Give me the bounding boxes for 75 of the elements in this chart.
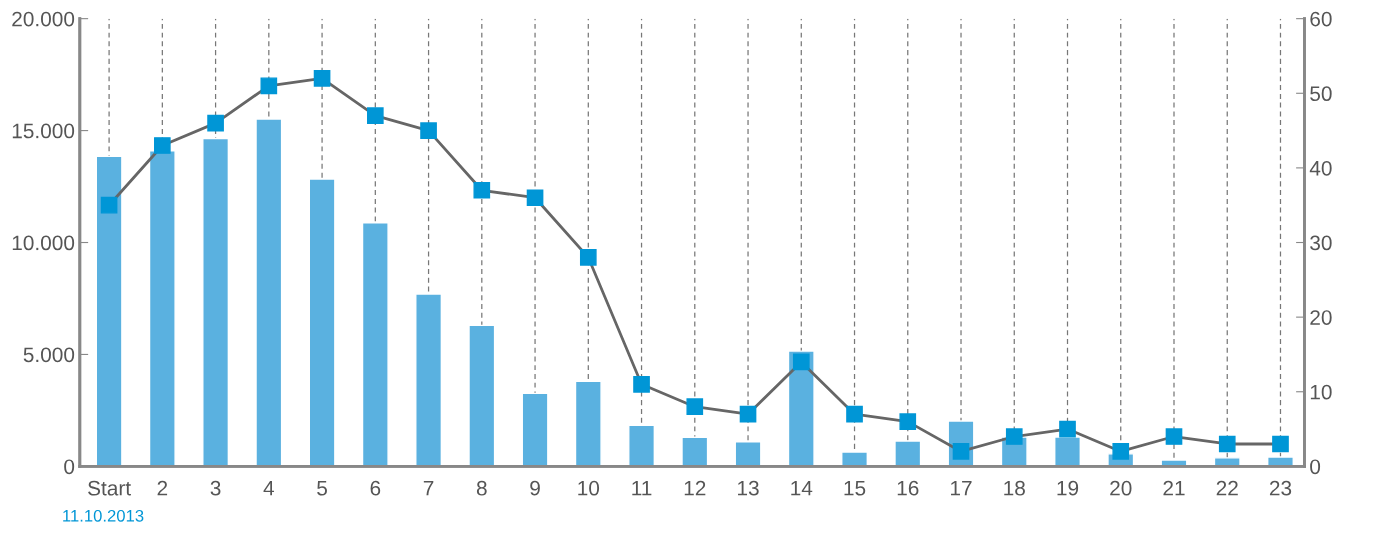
y2-tick-label: 10 xyxy=(1310,384,1332,400)
x-tick-label: 4 xyxy=(263,481,275,496)
x-tick-label: 3 xyxy=(210,480,221,496)
x-tick-label: 13 xyxy=(738,480,759,496)
y2-tick-label: 30 xyxy=(1310,235,1332,251)
x-tick-label: 9 xyxy=(530,480,540,496)
bar xyxy=(308,178,336,467)
bar xyxy=(681,436,709,467)
point xyxy=(366,107,384,124)
y2-tick-label: 0 xyxy=(1310,459,1321,475)
bar xyxy=(202,137,230,467)
x-tick-label: 19 xyxy=(1057,480,1079,496)
x-tick-label: 17 xyxy=(951,481,972,496)
x-tick-label: 5 xyxy=(317,481,327,496)
point xyxy=(100,196,118,214)
x-tick-label: 18 xyxy=(1004,480,1025,496)
bar xyxy=(95,155,123,467)
bar xyxy=(734,441,762,467)
x-tick-label: 10 xyxy=(578,480,600,496)
bar xyxy=(574,380,602,467)
point xyxy=(686,398,704,416)
bar xyxy=(521,392,549,467)
point xyxy=(1272,435,1289,453)
point xyxy=(207,114,224,132)
point xyxy=(260,77,278,95)
x-tick-label: 14 xyxy=(791,481,813,496)
point xyxy=(739,405,757,423)
point xyxy=(1005,428,1023,445)
y-tick-label: 5.000 xyxy=(23,347,75,363)
point xyxy=(473,181,491,199)
point xyxy=(1059,420,1076,438)
bar xyxy=(894,440,922,467)
x-tick-label: 6 xyxy=(370,480,381,496)
point xyxy=(420,122,437,139)
x-tick-label: 23 xyxy=(1269,480,1292,496)
y2-tick-label: 40 xyxy=(1309,160,1332,176)
x-tick-label: 11 xyxy=(632,481,652,496)
bar xyxy=(148,150,176,467)
y-tick-label: 15.000 xyxy=(12,123,75,139)
bar xyxy=(255,118,283,467)
y-tick-label: 10.000 xyxy=(12,235,75,251)
point xyxy=(526,189,544,207)
y2-tick-label: 20 xyxy=(1310,310,1332,325)
x-tick-label: 20 xyxy=(1110,480,1132,496)
bar xyxy=(361,222,389,467)
x-tick-label: Start xyxy=(88,480,131,496)
point xyxy=(899,413,917,430)
point xyxy=(1112,443,1130,460)
x-tick-label: 12 xyxy=(684,480,706,496)
bar xyxy=(841,451,868,467)
bar xyxy=(1054,436,1081,467)
bar xyxy=(415,293,443,467)
point xyxy=(313,70,331,87)
x-tick-label: 16 xyxy=(897,480,919,496)
bar xyxy=(468,324,496,467)
y2-tick-label: 60 xyxy=(1310,11,1332,27)
x-tick-label: 15 xyxy=(844,481,866,496)
x-tick-label: 2 xyxy=(157,480,168,496)
x-tick-label: 8 xyxy=(476,480,487,496)
point xyxy=(1165,428,1183,445)
x-tick-label: 21 xyxy=(1163,480,1185,496)
point xyxy=(633,375,650,393)
x-tick-label: 7 xyxy=(423,481,434,496)
point xyxy=(579,249,597,266)
text: 11.10.2013 xyxy=(63,509,144,522)
bar xyxy=(628,424,656,467)
point xyxy=(1218,435,1236,453)
point xyxy=(792,353,810,371)
point xyxy=(154,137,171,154)
bar xyxy=(1267,456,1294,467)
y-tick-label: 20.000 xyxy=(12,11,75,27)
y2-tick-label: 50 xyxy=(1310,86,1332,102)
point xyxy=(846,405,863,423)
y-tick-label: 0 xyxy=(64,459,75,475)
x-tick-label: 22 xyxy=(1216,480,1238,496)
